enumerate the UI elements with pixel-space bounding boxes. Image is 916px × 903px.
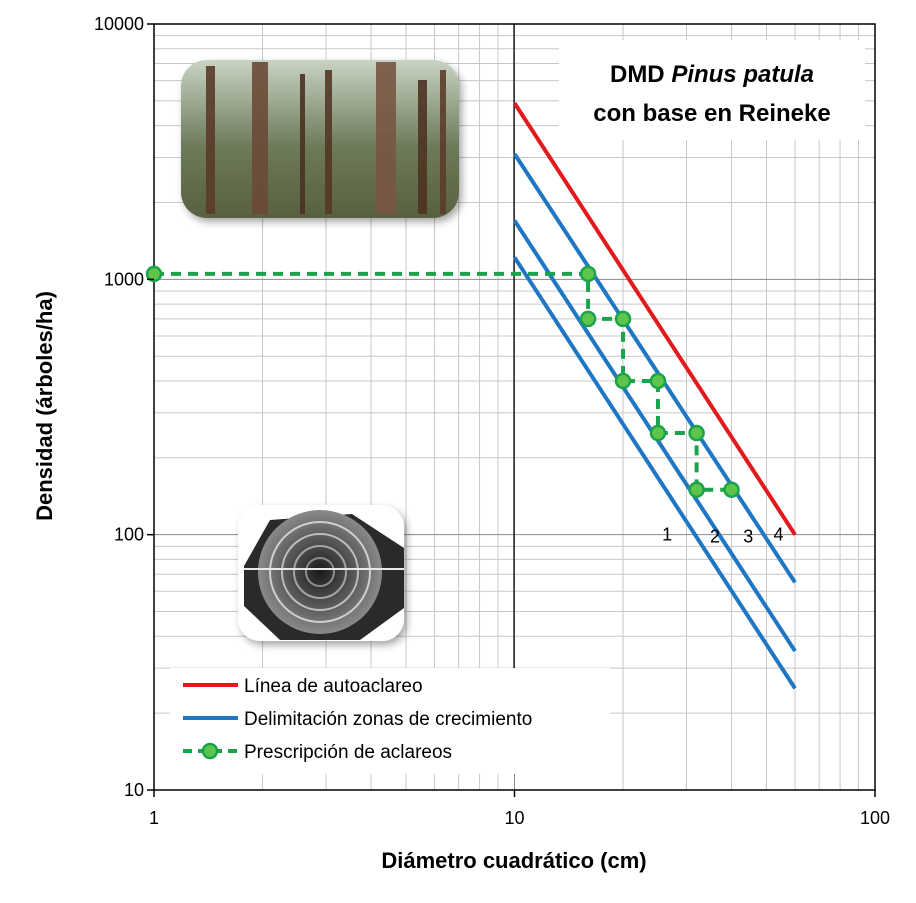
- series-marker: [614, 310, 632, 328]
- series-marker: [145, 265, 163, 283]
- series-marker: [614, 372, 632, 390]
- zone-label-1: 1: [662, 524, 672, 544]
- chart-subtitle: con base en Reineke: [593, 100, 830, 127]
- x-axis-title: Diámetro cuadrático (cm): [381, 848, 646, 873]
- zone-label-2: 2: [710, 527, 720, 547]
- x-tick-label: 1: [149, 808, 159, 828]
- x-tick-label: 100: [860, 808, 890, 828]
- y-tick-label: 100: [114, 525, 144, 545]
- series-marker: [688, 481, 705, 498]
- series-marker: [688, 424, 705, 442]
- chart-title: DMD Pinus patula: [610, 61, 814, 88]
- title-main: DMD: [610, 61, 671, 88]
- series-marker: [579, 265, 597, 283]
- series-line-3: [512, 256, 797, 690]
- y-tick-label: 10: [124, 780, 144, 800]
- series-layer: [145, 102, 797, 690]
- legend-label-aclareos: Prescripción de aclareos: [244, 742, 452, 763]
- legend-label-autoaclareo: Línea de autoaclareo: [244, 676, 423, 697]
- legend-label-zonas: Delimitación zonas de crecimiento: [244, 709, 532, 730]
- y-tick-label: 1000: [104, 269, 144, 289]
- legend: Línea de autoaclareo Delimitación zonas …: [170, 668, 610, 774]
- series-marker: [649, 424, 667, 442]
- series-marker: [723, 481, 740, 498]
- title-species: Pinus patula: [671, 61, 814, 88]
- x-tick-label: 10: [504, 808, 524, 828]
- series-line-1: [512, 152, 797, 584]
- series-marker: [649, 372, 667, 390]
- legend-marker-aclareos: [201, 742, 219, 760]
- zone-label-3: 3: [743, 527, 753, 547]
- series-line-0: [512, 102, 797, 536]
- tree-ring-photo: [238, 505, 404, 641]
- y-axis-title: Densidad (árboles/ha): [32, 291, 57, 521]
- forest-photo: [181, 60, 459, 218]
- zone-label-4: 4: [774, 524, 784, 544]
- y-tick-label: 10000: [94, 14, 144, 34]
- zone-label-layer: 1 2 3 4: [662, 524, 783, 546]
- title-box: DMD Pinus patula con base en Reineke: [559, 40, 865, 140]
- series-marker: [579, 310, 597, 328]
